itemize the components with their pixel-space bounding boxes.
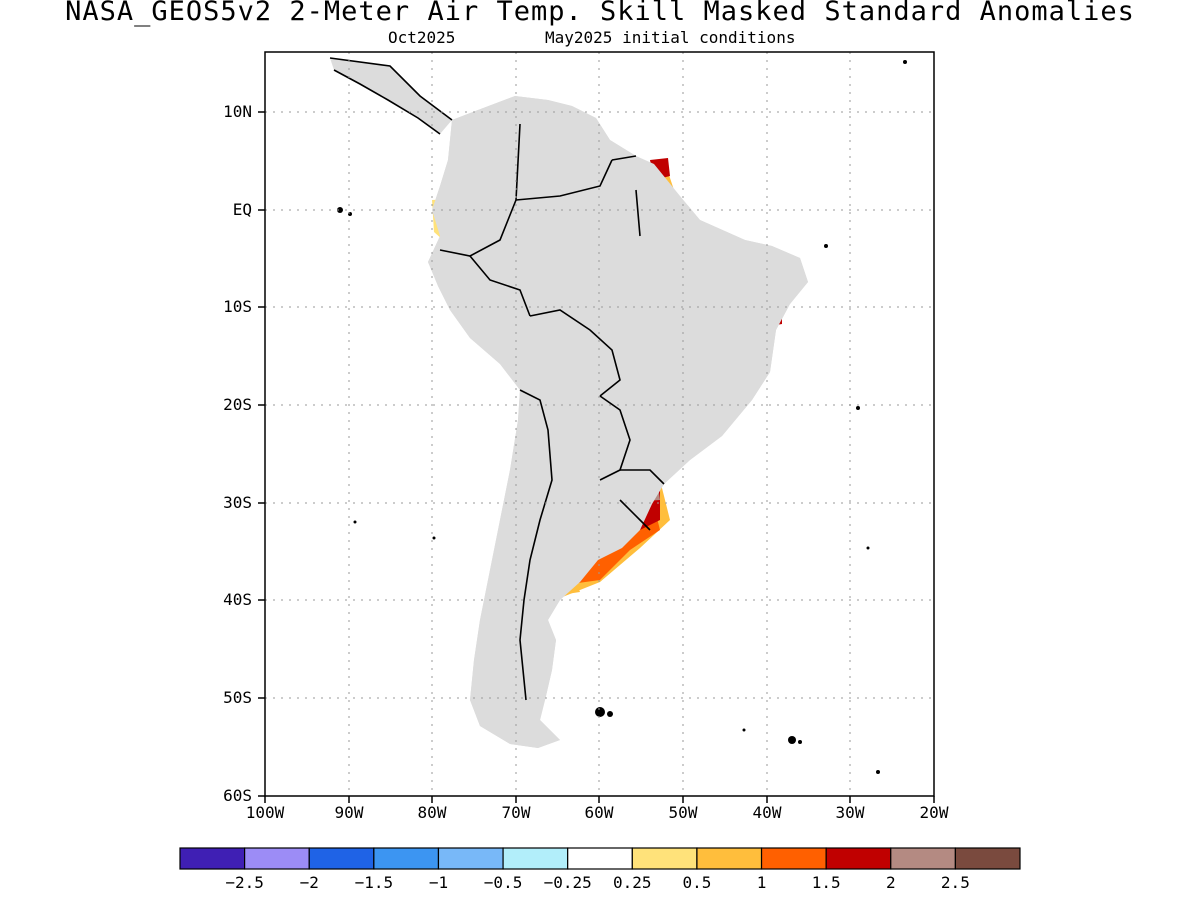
- initial-conditions-label: May2025 initial conditions: [545, 28, 796, 47]
- lon-tick-label: 20W: [920, 803, 949, 822]
- colorbar-swatch: [373, 847, 440, 870]
- lat-tick-label: 10S: [223, 297, 252, 316]
- colorbar-swatch: [502, 847, 569, 870]
- lat-tick-label: 30S: [223, 493, 252, 512]
- colorbar-swatch: [760, 847, 827, 870]
- colorbar-swatch: [437, 847, 504, 870]
- lat-tick-label: EQ: [233, 200, 252, 219]
- lat-tick-label: 40S: [223, 590, 252, 609]
- latitude-axis: 10N EQ 10S 20S 30S 40S 50S 60S: [223, 102, 252, 805]
- colorbar-label: −1: [429, 873, 448, 892]
- colorbar-label: 2: [886, 873, 896, 892]
- colorbar-label: −1.5: [355, 873, 394, 892]
- lat-tick-label: 10N: [223, 102, 252, 121]
- lon-tick-label: 80W: [418, 803, 447, 822]
- longitude-axis: 100W 90W 80W 70W 60W 50W 40W 30W 20W: [246, 803, 949, 822]
- forecast-month: Oct2025: [388, 28, 456, 47]
- colorbar-label: 1: [757, 873, 767, 892]
- colorbar-swatch: [179, 847, 246, 870]
- lon-tick-label: 50W: [669, 803, 698, 822]
- colorbar-swatch: [890, 847, 956, 870]
- colorbar-swatch: [631, 847, 698, 870]
- colorbar: −2.5 −2 −1.5 −1 −0.5 −0.25 0.25 0.5 1 1.5 2 2.5: [179, 847, 1021, 892]
- colorbar-swatch: [244, 847, 310, 870]
- lon-tick-label: 70W: [502, 803, 531, 822]
- colorbar-label: 0.25: [613, 873, 652, 892]
- colorbar-swatch: [308, 847, 375, 870]
- lat-tick-label: 20S: [223, 395, 252, 414]
- colorbar-label: −0.5: [484, 873, 523, 892]
- colorbar-swatch: [567, 847, 633, 870]
- lon-tick-label: 40W: [753, 803, 782, 822]
- lat-tick-label: 60S: [223, 786, 252, 805]
- colorbar-label: 1.5: [812, 873, 841, 892]
- colorbar-label: −2: [300, 873, 319, 892]
- colorbar-label: −0.25: [544, 873, 592, 892]
- lon-tick-label: 30W: [836, 803, 865, 822]
- country-borders: [329, 57, 809, 749]
- colorbar-label: −2.5: [225, 873, 264, 892]
- lon-tick-label: 90W: [335, 803, 364, 822]
- colorbar-swatch: [696, 847, 763, 870]
- colorbar-label: 2.5: [941, 873, 970, 892]
- colorbar-swatch: [825, 847, 892, 870]
- colorbar-swatch: [954, 847, 1021, 870]
- lon-tick-label: 60W: [585, 803, 614, 822]
- axis-ticks: [258, 111, 935, 803]
- lat-tick-label: 50S: [223, 688, 252, 707]
- colorbar-label: 0.5: [682, 873, 711, 892]
- map-title: NASA_GEOS5v2 2-Meter Air Temp. Skill Mas…: [65, 0, 1135, 27]
- lon-tick-label: 100W: [246, 803, 285, 822]
